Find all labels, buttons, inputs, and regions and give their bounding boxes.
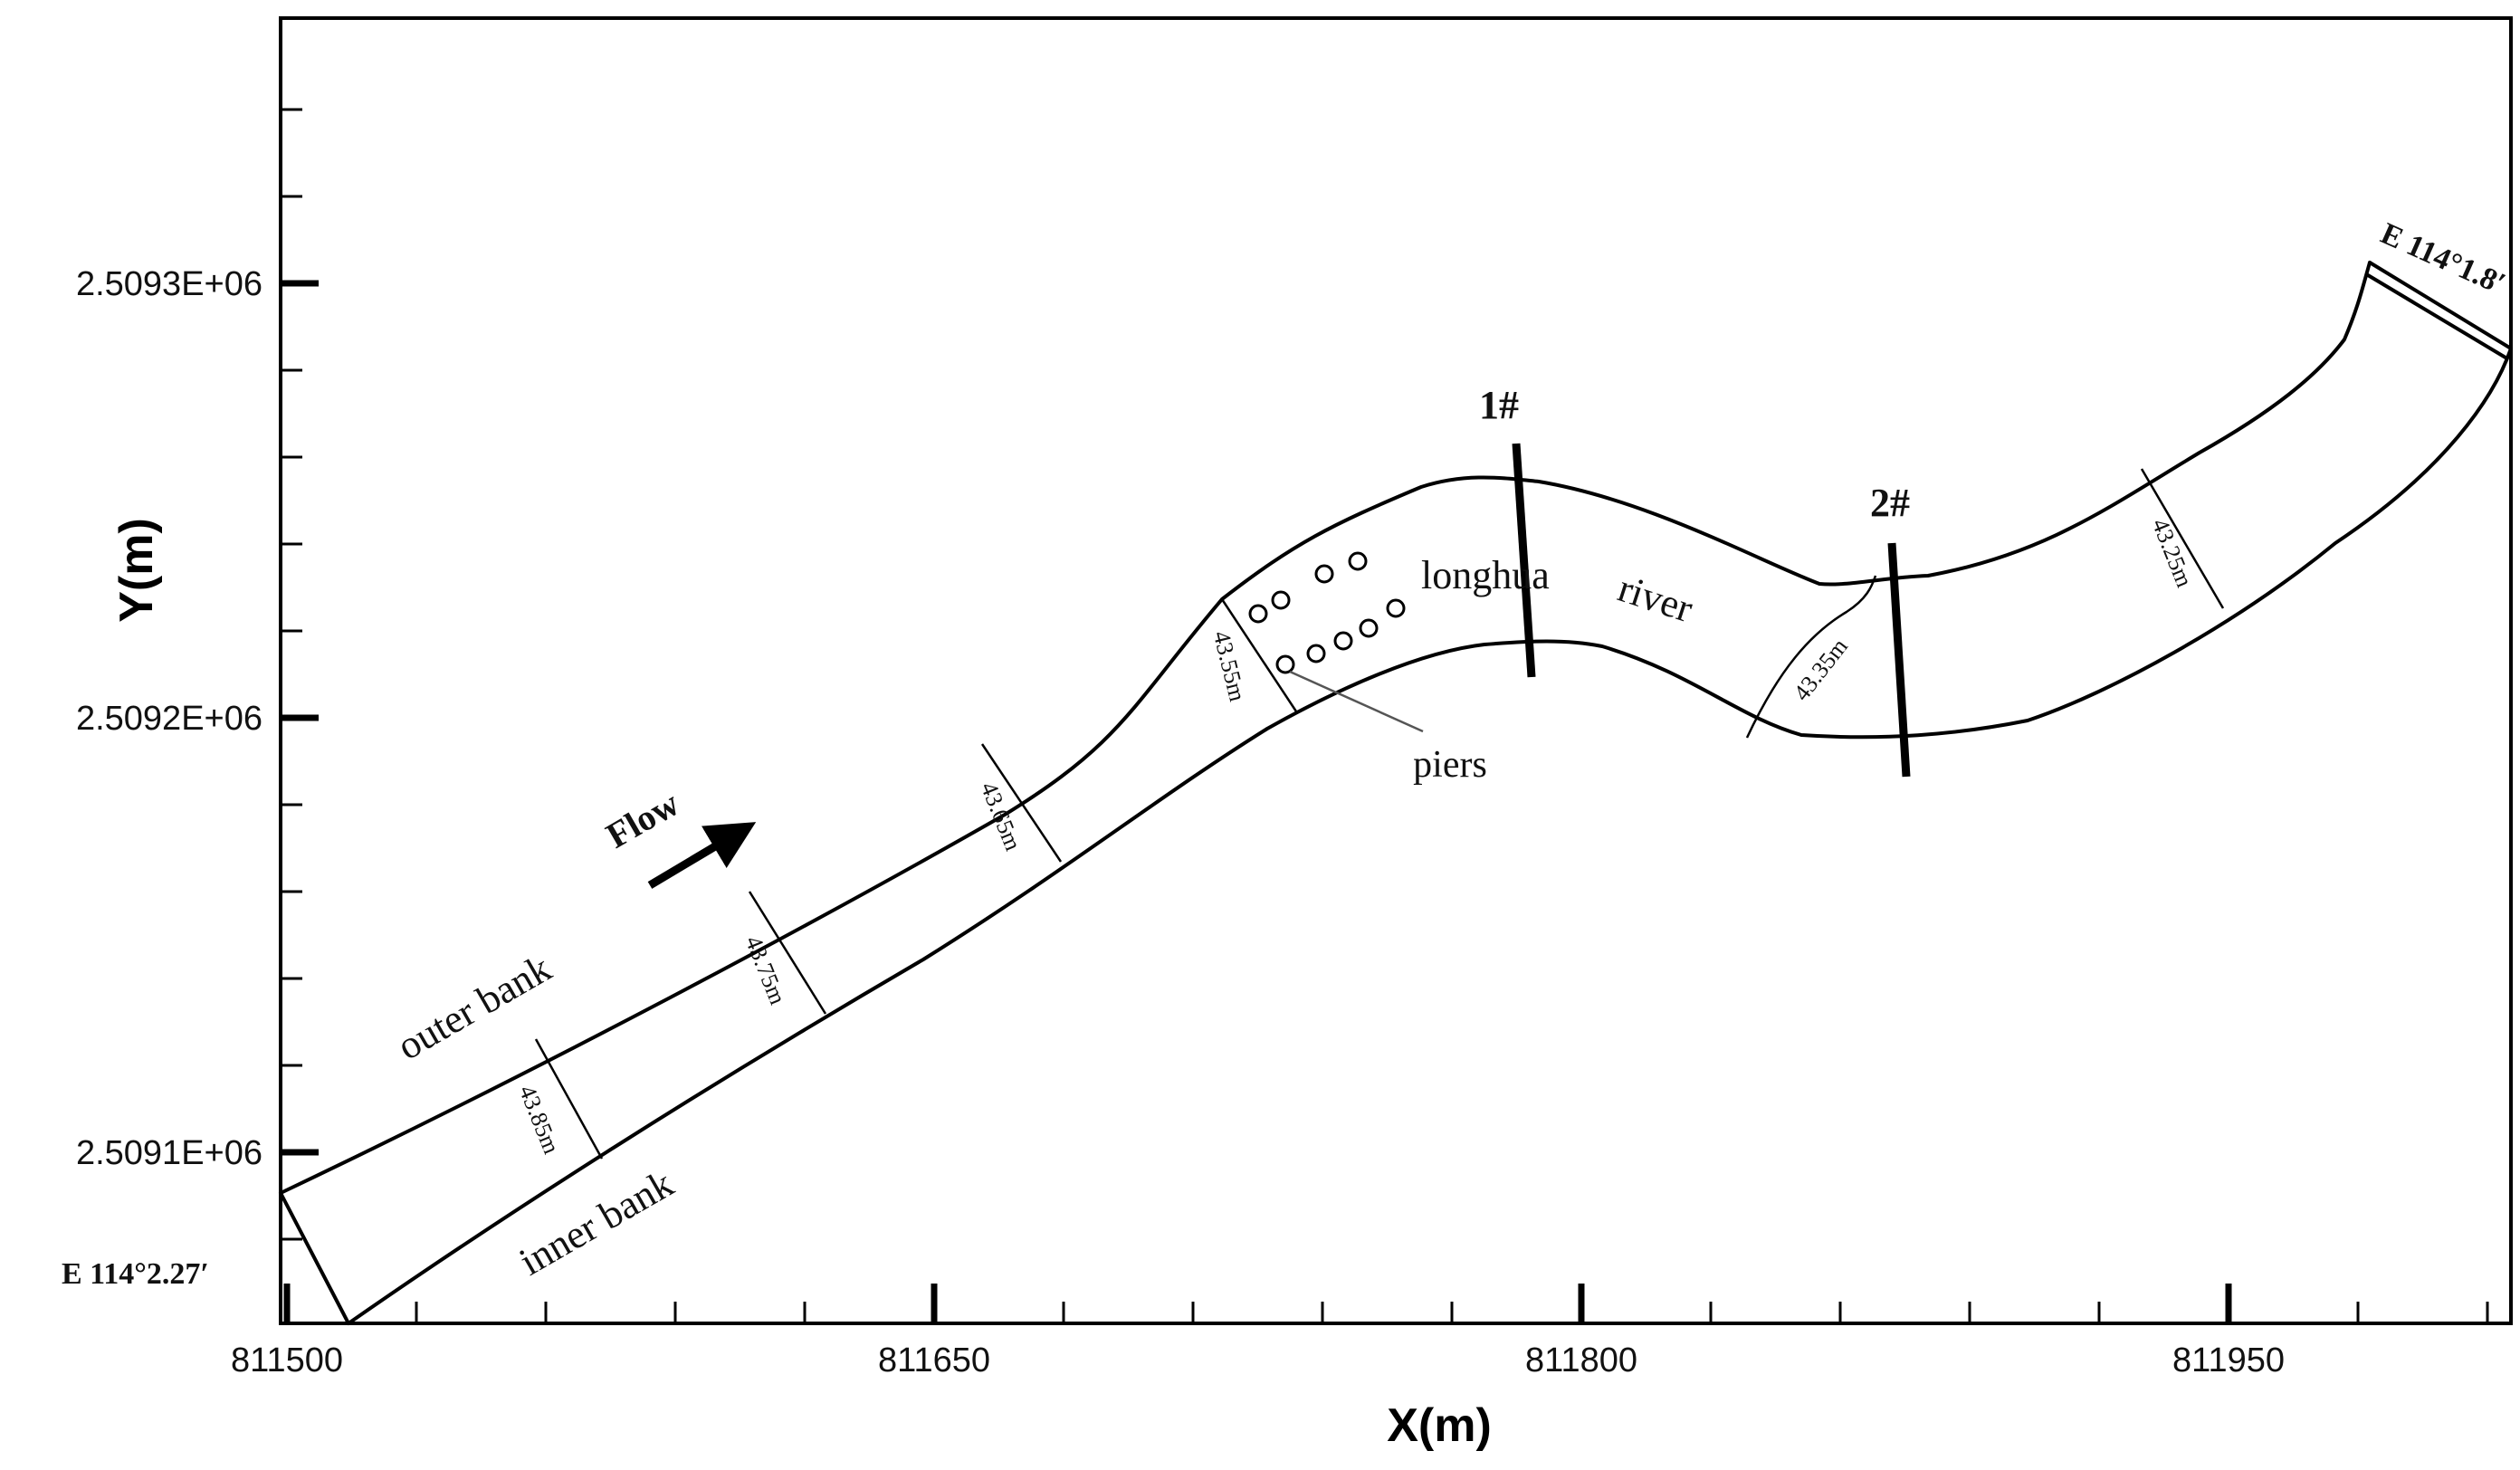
piers-leader-line — [1289, 670, 1424, 733]
y-axis-minor-ticks — [281, 108, 302, 1241]
river-name-part1: longhua — [1421, 553, 1550, 597]
outlet-boundary-a — [2368, 261, 2513, 350]
width-label: 43.65m — [976, 778, 1026, 854]
x-axis-minor-ticks — [415, 1302, 2489, 1323]
width-label: 43.35m — [1789, 634, 1853, 706]
width-label: 43.55m — [1208, 628, 1251, 703]
cross-section-2-line — [1887, 542, 1911, 778]
y-tick-label: 2.5093E+06 — [76, 265, 262, 303]
x-axis-major-ticks — [283, 1284, 2232, 1323]
y-axis-major-ticks — [281, 280, 319, 1156]
inner-bank-label: inner bank — [512, 1161, 681, 1284]
cross-section-2-label: 2# — [1870, 481, 1910, 525]
inlet-boundary — [279, 1191, 350, 1325]
width-line-2 — [748, 891, 827, 1015]
piers-label: piers — [1413, 744, 1487, 786]
x-tick-label: 811800 — [1525, 1341, 1637, 1379]
y-tick-label: 2.5091E+06 — [76, 1134, 262, 1172]
pier — [1333, 631, 1353, 651]
outer-bank-label: outer bank — [390, 946, 558, 1069]
inner-bank-line — [347, 347, 2513, 1325]
width-label: 43.75m — [740, 932, 791, 1008]
outlet-coordinate-label: E 114°1.8′ — [2376, 217, 2510, 301]
x-tick-label: 811650 — [878, 1341, 990, 1379]
outlet-boundary-b — [2366, 273, 2507, 359]
x-axis-title: X(m) — [1387, 1399, 1492, 1452]
x-tick-label: 811500 — [231, 1341, 343, 1379]
pier — [1275, 654, 1295, 674]
y-axis-title: Y(m) — [110, 518, 163, 623]
pier — [1359, 618, 1379, 638]
flow-label: Flow — [599, 783, 686, 856]
outer-bank-line — [279, 261, 2372, 1195]
width-line-5 — [1745, 575, 1877, 739]
pier — [1314, 564, 1334, 584]
flow-arrow — [647, 822, 757, 889]
y-tick-label: 2.5092E+06 — [76, 700, 262, 738]
x-tick-label: 811950 — [2172, 1341, 2285, 1379]
pier — [1248, 604, 1268, 624]
pier — [1306, 644, 1326, 663]
inlet-coordinate-label: E 114°2.27′ — [62, 1257, 209, 1291]
width-line-3 — [980, 743, 1063, 863]
pier — [1386, 598, 1406, 618]
width-line-1 — [534, 1038, 604, 1160]
bridge-piers — [1248, 551, 1406, 674]
cross-section-1-label: 1# — [1479, 383, 1519, 427]
cross-section-1-line — [1512, 443, 1536, 678]
plot-frame — [279, 16, 2513, 1325]
pier — [1271, 590, 1291, 610]
width-label: 43.85m — [514, 1082, 565, 1158]
pier — [1348, 551, 1368, 571]
river-name-part2: river — [1613, 566, 1698, 631]
width-line-4 — [1220, 598, 1298, 712]
width-line-6 — [2140, 468, 2225, 609]
